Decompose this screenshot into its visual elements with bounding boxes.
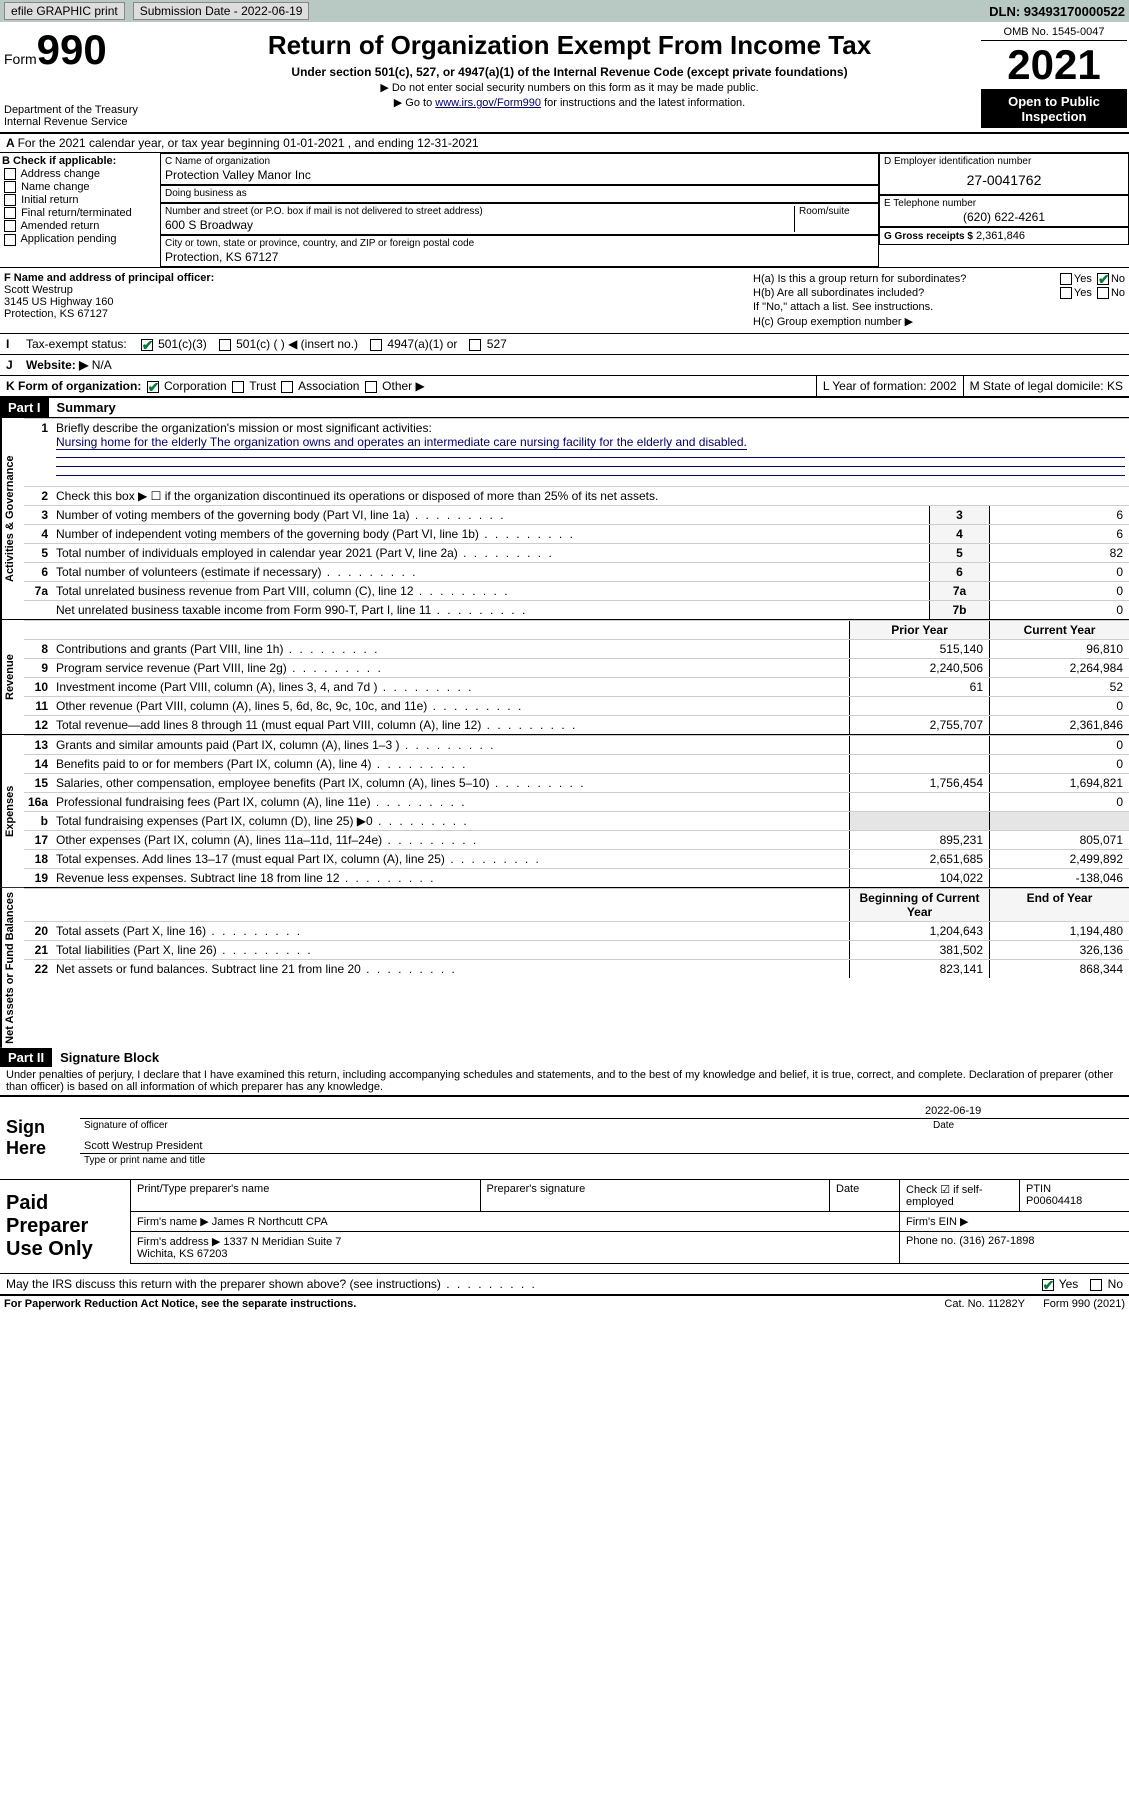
table-row: 11Other revenue (Part VIII, column (A), … — [24, 696, 1129, 715]
omb-number: OMB No. 1545-0047 — [981, 24, 1127, 41]
part1-header: Part ISummary — [0, 398, 1129, 417]
table-row: 5Total number of individuals employed in… — [24, 543, 1129, 562]
ein: 27-0041762 — [884, 168, 1124, 192]
table-row: 17Other expenses (Part IX, column (A), l… — [24, 830, 1129, 849]
ptin: P00604418 — [1026, 1195, 1082, 1207]
city-state-zip: Protection, KS 67127 — [165, 250, 874, 264]
org-name: Protection Valley Manor Inc — [165, 168, 874, 182]
table-row: 7aTotal unrelated business revenue from … — [24, 581, 1129, 600]
part2-header: Part IISignature Block — [0, 1048, 1129, 1067]
table-row: 19Revenue less expenses. Subtract line 1… — [24, 868, 1129, 887]
irs-link[interactable]: www.irs.gov/Form990 — [435, 97, 541, 109]
table-row: 22Net assets or fund balances. Subtract … — [24, 959, 1129, 978]
table-row: 12Total revenue—add lines 8 through 11 (… — [24, 715, 1129, 734]
sign-here-label: Sign Here — [0, 1097, 80, 1179]
line-j: J Website: ▶ N/A — [0, 354, 1129, 375]
dept-treasury: Department of the Treasury Internal Reve… — [4, 104, 156, 128]
phone: (620) 622-4261 — [884, 210, 1124, 224]
line-a: A For the 2021 calendar year, or tax yea… — [0, 134, 1129, 153]
block-bcd: B Check if applicable: Address change Na… — [0, 153, 1129, 267]
website: N/A — [92, 358, 112, 372]
table-row: 9Program service revenue (Part VIII, lin… — [24, 658, 1129, 677]
gross-receipts: 2,361,846 — [976, 230, 1025, 242]
col-b: B Check if applicable: Address change Na… — [0, 153, 160, 267]
officer-addr1: 3145 US Highway 160 — [4, 296, 745, 308]
signature-block: Sign Here 2022-06-19 Signature of office… — [0, 1095, 1129, 1179]
tax-year: 2021 — [981, 41, 1127, 90]
table-row: 3Number of voting members of the governi… — [24, 505, 1129, 524]
tab-expenses: Expenses — [0, 735, 24, 887]
mission: Nursing home for the elderly The organiz… — [56, 435, 747, 450]
table-row: 8Contributions and grants (Part VIII, li… — [24, 639, 1129, 658]
officer-name: Scott Westrup — [4, 284, 745, 296]
table-row: 20Total assets (Part X, line 16)1,204,64… — [24, 921, 1129, 940]
discuss-line: May the IRS discuss this return with the… — [0, 1273, 1129, 1294]
open-inspection: Open to Public Inspection — [981, 90, 1127, 128]
table-row: 6Total number of volunteers (estimate if… — [24, 562, 1129, 581]
officer-name-title: Scott Westrup President — [84, 1140, 202, 1152]
tab-governance: Activities & Governance — [0, 418, 24, 619]
paid-preparer: Paid Preparer Use Only Print/Type prepar… — [0, 1179, 1129, 1273]
line-i: I Tax-exempt status: 501(c)(3) 501(c) ( … — [0, 333, 1129, 354]
table-row: 4Number of independent voting members of… — [24, 524, 1129, 543]
part1-revenue: Revenue Prior YearCurrent Year 8Contribu… — [0, 619, 1129, 734]
dln: DLN: 93493170000522 — [989, 4, 1125, 19]
footer: For Paperwork Reduction Act Notice, see … — [0, 1294, 1129, 1312]
submission-date: Submission Date - 2022-06-19 — [133, 2, 310, 20]
paid-preparer-label: Paid Preparer Use Only — [0, 1180, 130, 1273]
table-row: 10Investment income (Part VIII, column (… — [24, 677, 1129, 696]
efile-print-btn[interactable]: efile GRAPHIC print — [4, 2, 125, 20]
part1-governance: Activities & Governance 1Briefly describ… — [0, 417, 1129, 619]
block-fh: F Name and address of principal officer:… — [0, 267, 1129, 333]
ssn-warning: ▶ Do not enter social security numbers o… — [164, 81, 975, 94]
table-row: bTotal fundraising expenses (Part IX, co… — [24, 811, 1129, 830]
form-subtitle: Under section 501(c), 527, or 4947(a)(1)… — [164, 65, 975, 79]
table-row: 15Salaries, other compensation, employee… — [24, 773, 1129, 792]
tab-netassets: Net Assets or Fund Balances — [0, 888, 24, 1048]
perjury-declaration: Under penalties of perjury, I declare th… — [0, 1067, 1129, 1095]
sig-date: 2022-06-19 — [925, 1105, 1125, 1117]
firm-name: James R Northcutt CPA — [212, 1216, 328, 1228]
firm-phone: (316) 267-1898 — [959, 1235, 1034, 1247]
topbar: efile GRAPHIC print Submission Date - 20… — [0, 0, 1129, 22]
table-row: 14Benefits paid to or for members (Part … — [24, 754, 1129, 773]
instructions-link-line: ▶ Go to www.irs.gov/Form990 for instruct… — [164, 96, 975, 109]
table-row: 16aProfessional fundraising fees (Part I… — [24, 792, 1129, 811]
form-title: Return of Organization Exempt From Incom… — [164, 30, 975, 61]
table-row: 13Grants and similar amounts paid (Part … — [24, 735, 1129, 754]
table-row: Net unrelated business taxable income fr… — [24, 600, 1129, 619]
year-formation: 2002 — [930, 379, 957, 393]
line-klm: K Form of organization: Corporation Trus… — [0, 375, 1129, 398]
part1-expenses: Expenses 13Grants and similar amounts pa… — [0, 734, 1129, 887]
part1-netassets: Net Assets or Fund Balances Beginning of… — [0, 887, 1129, 1048]
table-row: 18Total expenses. Add lines 13–17 (must … — [24, 849, 1129, 868]
form-header: Form990 Department of the Treasury Inter… — [0, 22, 1129, 134]
form-number: Form990 — [4, 26, 156, 74]
table-row: 21Total liabilities (Part X, line 26)381… — [24, 940, 1129, 959]
officer-addr2: Protection, KS 67127 — [4, 308, 745, 320]
street-address: 600 S Broadway — [165, 218, 794, 232]
tab-revenue: Revenue — [0, 620, 24, 734]
domicile: KS — [1107, 379, 1123, 393]
